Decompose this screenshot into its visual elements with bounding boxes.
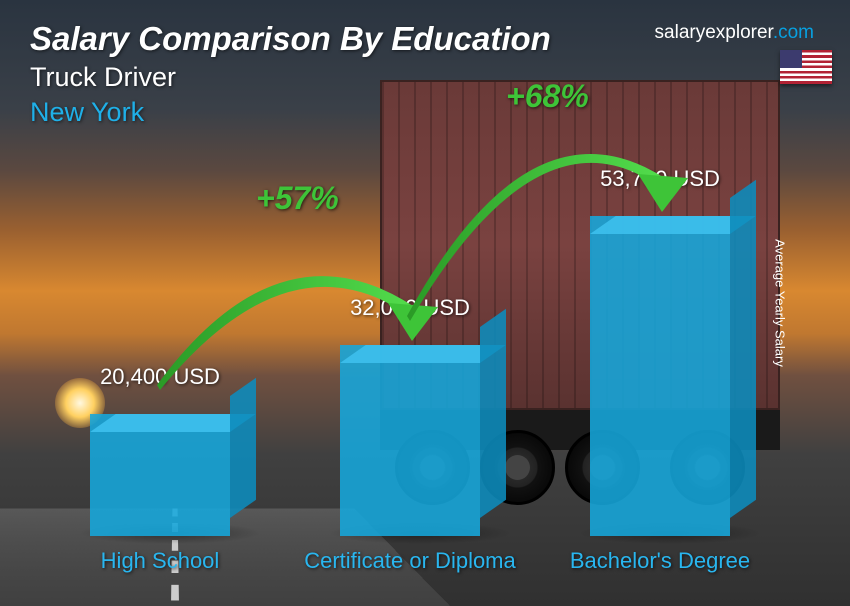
bar-group: 53,700 USDBachelor's Degree: [580, 216, 740, 536]
brand-suffix: .com: [773, 22, 814, 43]
bar-group: 32,000 USDCertificate or Diploma: [330, 345, 490, 536]
chart-location: New York: [30, 97, 551, 128]
bar-value: 20,400 USD: [60, 364, 260, 390]
header: Salary Comparison By Education Truck Dri…: [30, 20, 551, 128]
bar-category: Certificate or Diploma: [300, 548, 520, 574]
bar-group: 20,400 USDHigh School: [80, 414, 240, 536]
bar-category: Bachelor's Degree: [550, 548, 770, 574]
percent-increase-label: +57%: [256, 180, 339, 217]
us-flag-icon: [780, 50, 832, 84]
brand-name: salaryexplorer: [655, 22, 773, 43]
brand-logo: salaryexplorer.com: [655, 22, 814, 44]
bar-value: 32,000 USD: [310, 295, 510, 321]
chart-subtitle: Truck Driver: [30, 62, 551, 93]
percent-increase-label: +68%: [506, 78, 589, 115]
bar-chart: 20,400 USDHigh School32,000 USDCertifica…: [0, 136, 850, 606]
bar-category: High School: [50, 548, 270, 574]
chart-title: Salary Comparison By Education: [30, 20, 551, 58]
bar-value: 53,700 USD: [560, 166, 760, 192]
